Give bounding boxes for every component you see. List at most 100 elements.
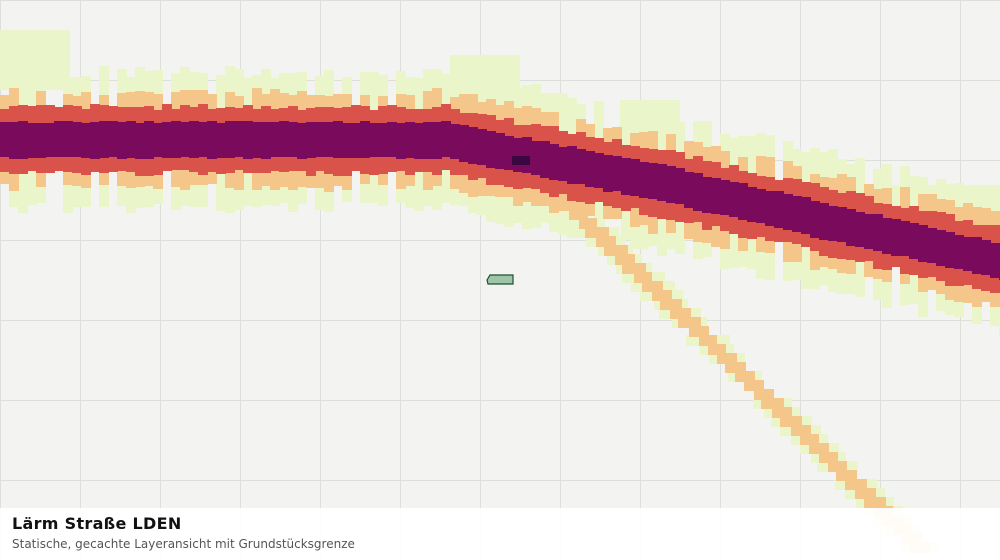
noise-cell [569,209,588,220]
noise-cell [936,230,946,266]
noise-cell [594,153,604,188]
noise-cell [297,123,307,159]
noise-cell-peak [512,156,530,165]
noise-cell [729,182,739,217]
noise-cell [261,122,271,159]
noise-cell [801,197,811,234]
noise-cell [666,166,676,203]
noise-cell [549,144,559,180]
noise-cell [432,122,442,159]
noise-cell [270,122,280,157]
noise-cell [689,326,709,337]
noise-cell [660,299,682,310]
noise-cell [744,380,764,391]
noise-cell [387,122,397,157]
noise-cell [720,180,730,215]
noise-cell [652,290,672,301]
noise-cell [360,121,370,158]
noise-cell [882,218,892,254]
noise-cell [622,263,646,274]
noise-cell [414,123,424,159]
noise-cell [780,416,802,427]
parcel-boundary [486,274,514,285]
noise-cell [99,121,109,158]
layer-subtitle: Statische, gecachte Layeransicht mit Gru… [12,537,355,551]
noise-cell [738,183,748,220]
noise-cell [765,191,775,226]
noise-cell [620,100,680,130]
noise-cell [684,172,694,208]
noise-cell [699,335,717,346]
noise-cell [450,55,520,95]
noise-cell [774,191,784,228]
noise-cell [207,121,217,159]
noise-cell [153,123,163,157]
noise-cell [234,121,244,157]
noise-cell [558,200,581,211]
noise-cell [396,123,406,159]
noise-cell [891,219,901,256]
noise-cell [189,121,199,158]
noise-cell [369,123,379,157]
noise-cell [642,281,663,292]
noise-cell [603,155,613,192]
map-caption: Lärm Straße LDEN Statische, gecachte Lay… [0,508,1000,560]
noise-cell [108,121,118,157]
noise-cell [306,122,316,158]
noise-cell [477,129,487,165]
noise-cell [117,122,127,159]
noise-cell [441,121,451,157]
noise-cell [522,137,532,173]
noise-cell [621,158,631,195]
noise-cell [828,461,847,472]
noise-cell [630,159,640,196]
noise-cell [450,124,460,159]
noise-cell [772,407,792,418]
noise-cell [63,121,73,157]
noise-cell [864,497,886,508]
noise-cell [828,206,838,241]
noise-cell [126,121,136,158]
noise-cell [634,272,652,283]
noise-cell [657,164,667,201]
noise-cell [927,228,937,263]
noise-cell [279,121,289,157]
noise-cell [612,156,622,191]
noise-cell [90,122,100,159]
noise-cell [837,207,847,242]
noise-cell [72,122,82,157]
noise-cell [324,122,334,157]
noise-cell [711,178,721,214]
noise-cell [144,121,154,159]
noise-cell [54,121,64,157]
noise-cell [963,237,973,271]
noise-class-4 [0,121,1000,280]
noise-cell [708,344,726,355]
noise-cell [549,191,572,202]
noise-cell [333,121,343,158]
noise-cell [754,389,774,400]
noise-cell [405,122,415,158]
noise-cell [45,123,55,157]
noise-cell [567,146,577,184]
noise-cell [990,243,1000,278]
noise-cell [216,123,226,158]
noise-cell [504,136,514,170]
noise-cell [791,425,811,436]
noise-cell [0,30,70,90]
noise-cell [585,151,595,187]
noise-cell [725,362,746,373]
noise-cell [604,245,628,256]
noise-cell [596,236,616,247]
noise-cell [864,214,874,249]
noise-cell [909,223,919,259]
noise-cell [9,122,19,159]
noise-cell [18,121,28,159]
noise-cell [639,162,649,198]
noise-cell [972,237,982,274]
layer-title: Lärm Straße LDEN [12,514,182,533]
noise-cell [378,123,388,157]
noise-cell [0,122,10,157]
